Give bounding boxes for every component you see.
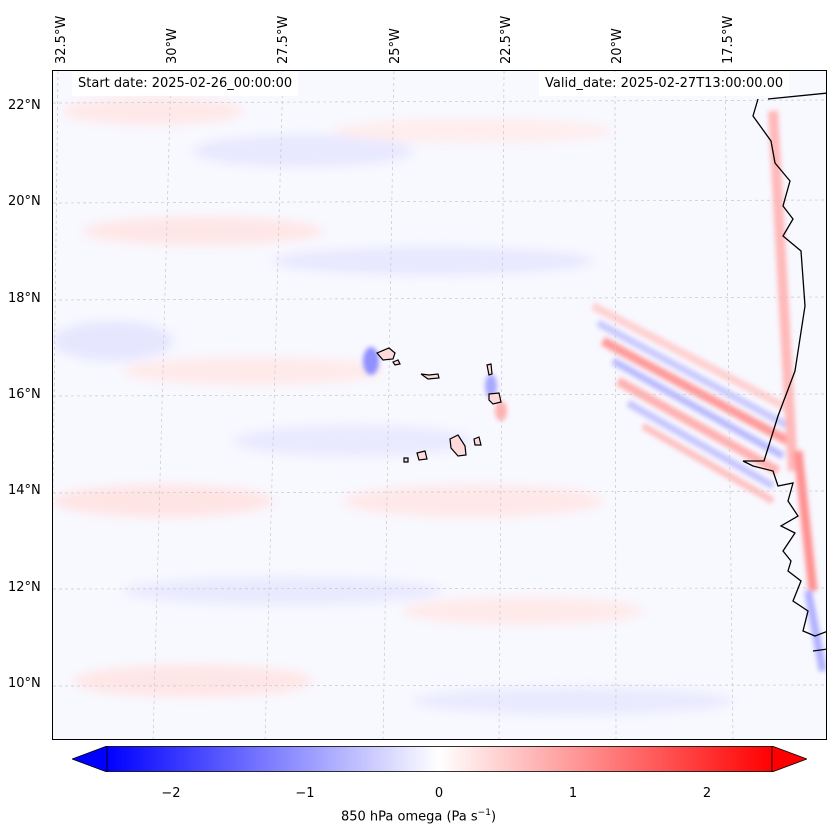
map-background xyxy=(53,71,826,739)
island-wakes xyxy=(363,347,507,421)
colorbar-tick-1: 1 xyxy=(568,786,578,801)
lon-label-27-5w: 27.5°W xyxy=(276,15,291,64)
africa-coast-south xyxy=(812,648,826,652)
colorbar-tick-0: 0 xyxy=(434,786,444,801)
colorbar-tick-minus1: −1 xyxy=(295,786,315,801)
island-maio xyxy=(473,436,482,446)
colorbar-label-exponent: −1 xyxy=(477,808,491,818)
island-fogo xyxy=(416,450,428,461)
lat-label-18n: 18°N xyxy=(8,291,41,306)
colorbar-extend-low xyxy=(70,745,108,773)
island-santiago xyxy=(449,434,467,457)
lat-label-20n: 20°N xyxy=(8,194,41,209)
island-sao-vicente xyxy=(392,359,401,366)
colorbar-label-close: ) xyxy=(490,809,497,825)
colorbar xyxy=(70,745,809,773)
graticule xyxy=(53,71,826,739)
lon-label-30w: 30°W xyxy=(165,28,180,64)
start-date-label: Start date: 2025-02-26_00:00:00 xyxy=(72,72,299,96)
coastlines xyxy=(742,92,826,652)
colorbar-tick-minus2: −2 xyxy=(161,786,181,801)
lat-label-14n: 14°N xyxy=(8,483,41,498)
lon-label-22-5w: 22.5°W xyxy=(499,15,514,64)
lon-label-32-5w: 32.5°W xyxy=(54,15,69,64)
map-panel[interactable] xyxy=(52,70,827,740)
lon-label-17-5w: 17.5°W xyxy=(721,15,736,64)
colorbar-label: 850 hPa omega (Pa s−1) xyxy=(0,808,837,824)
island-brava xyxy=(403,457,409,463)
colorbar-extend-high xyxy=(771,745,809,773)
island-sao-nicolau xyxy=(420,373,440,380)
africa-coastline xyxy=(742,98,826,637)
lat-label-12n: 12°N xyxy=(8,580,41,595)
island-santo-antao xyxy=(376,347,396,361)
colorbar-tick-2: 2 xyxy=(702,786,712,801)
colorbar-label-text: 850 hPa omega (Pa s xyxy=(340,809,478,825)
omega-wave-train xyxy=(591,110,826,672)
lon-label-20w: 20°W xyxy=(610,28,625,64)
colorbar-gradient xyxy=(106,746,773,772)
island-sal xyxy=(486,363,493,376)
lat-label-22n: 22°N xyxy=(8,98,41,113)
lon-label-25w: 25°W xyxy=(388,28,403,64)
cape-verde-islands xyxy=(376,347,502,463)
omega-field-map xyxy=(53,71,826,739)
island-boa-vista xyxy=(488,392,502,405)
valid-date-label: Valid_date: 2025-02-27T13:00:00.00 xyxy=(539,72,790,96)
lat-label-16n: 16°N xyxy=(8,387,41,402)
africa-coast-north xyxy=(767,92,826,100)
lat-label-10n: 10°N xyxy=(8,676,41,691)
